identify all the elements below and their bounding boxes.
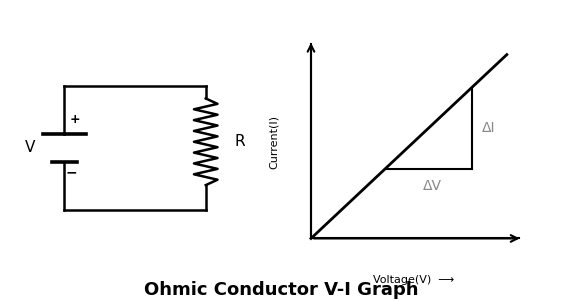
Text: V: V [25,140,35,156]
Text: −: − [65,165,77,179]
Text: R: R [234,134,245,149]
Text: +: + [70,113,81,126]
Text: ΔV: ΔV [423,179,442,193]
Text: Voltage(V)  ⟶: Voltage(V) ⟶ [373,275,454,285]
Text: Current(I): Current(I) [269,115,279,169]
Text: Ohmic Conductor V-I Graph: Ohmic Conductor V-I Graph [144,281,419,299]
Text: ΔI: ΔI [482,121,496,135]
